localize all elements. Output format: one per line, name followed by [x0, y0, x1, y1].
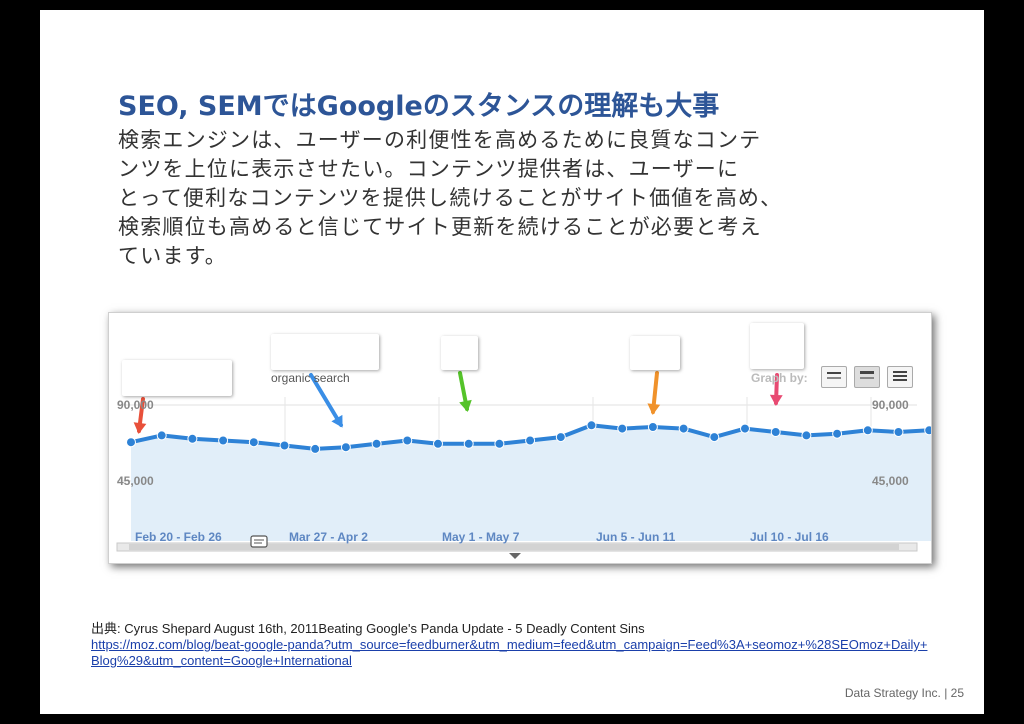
body-line: 検索順位も高めると信じてサイト更新を続けることが必要と考え: [118, 215, 762, 239]
callout-label: Panda 1: [136, 366, 218, 389]
data-point: [862, 425, 873, 436]
series-area: [131, 425, 931, 541]
data-point: [340, 442, 351, 453]
data-point: [402, 435, 413, 446]
callout-label: Panda 2: [284, 340, 366, 363]
callout-arrowhead: [769, 394, 783, 406]
source-link[interactable]: https://moz.com/blog/beat-google-panda?u…: [91, 637, 928, 668]
callout-2-1: 2.1: [441, 336, 478, 370]
legend-label: organic search: [271, 371, 350, 385]
body-line: ンツを上位に表示させたい。コンテンツ提供者は、ユーザーに: [118, 157, 740, 181]
callout-arrowhead: [133, 422, 147, 434]
data-point: [279, 440, 290, 451]
data-point: [893, 427, 904, 437]
callout-2-2: 2.2: [630, 336, 680, 370]
callout-label: 2.2: [640, 341, 670, 364]
data-point: [218, 435, 229, 446]
citation-text: 出典: Cyrus Shepard August 16th, 2011Beati…: [91, 621, 645, 636]
slide-title: SEO, SEMではGoogleのスタンスの理解も大事: [118, 91, 720, 122]
data-point: [187, 433, 198, 444]
scrollbar-thumb: [129, 544, 899, 550]
footer: Data Strategy Inc. | 25: [844, 686, 964, 700]
callout-panda-1: Panda 1: [122, 360, 232, 396]
data-point: [709, 432, 720, 443]
callout-label: 2.1: [444, 341, 475, 364]
callout-panda-2: Panda 2: [271, 334, 379, 370]
graph-by-month-button[interactable]: [887, 366, 913, 388]
series-line: [130, 423, 931, 451]
body-text: 検索エンジンは、ユーザーの利便性を高めるために良質なコンテ ンツを上位に表示させ…: [118, 126, 878, 271]
x-axis-date-label: Jun 5 - Jun 11: [596, 530, 676, 544]
data-point: [525, 435, 536, 446]
graph-by-label: Graph by:: [751, 371, 808, 385]
data-point: [832, 428, 843, 439]
data-point: [678, 423, 689, 434]
x-axis-date-label: Jul 10 - Jul 16: [750, 530, 829, 544]
data-point: [586, 420, 597, 431]
callout-arrowhead: [331, 414, 343, 428]
source-citation: 出典: Cyrus Shepard August 16th, 2011Beati…: [91, 621, 931, 669]
y-axis-label-top-right: 90,000: [872, 398, 909, 412]
data-point: [310, 443, 321, 454]
callout-arrowhead: [647, 403, 661, 415]
data-point: [156, 430, 167, 441]
data-point: [647, 422, 658, 432]
callout-label: 2.3: [762, 334, 792, 357]
y-axis-label-mid-right: 45,000: [872, 474, 909, 488]
data-point: [801, 430, 812, 441]
x-axis-date-label: May 1 - May 7: [442, 530, 520, 544]
data-point: [770, 427, 781, 437]
series-points: [126, 420, 931, 454]
graph-by-day-button[interactable]: [821, 366, 847, 388]
expand-arrow-icon: [509, 553, 521, 559]
body-line: ています。: [118, 244, 227, 268]
slide: SEO, SEMではGoogleのスタンスの理解も大事 検索エンジンは、ユーザー…: [40, 10, 984, 714]
data-point: [463, 438, 474, 449]
data-point: [555, 432, 566, 443]
data-point: [433, 438, 443, 449]
y-axis-label-top-left: 90,000: [117, 398, 154, 412]
data-point: [371, 438, 382, 449]
y-axis-label-mid-left: 45,000: [117, 474, 154, 488]
data-point: [248, 437, 259, 448]
data-point: [617, 423, 628, 434]
body-line: 検索エンジンは、ユーザーの利便性を高めるために良質なコンテ: [118, 128, 762, 152]
annotation-icon: [250, 535, 268, 548]
graph-by-week-button[interactable]: [854, 366, 880, 388]
callout-arrow: [309, 373, 343, 427]
callout-arrows: [133, 371, 783, 434]
body-line: とって便利なコンテンツを提供し続けることがサイト価値を高め、: [118, 186, 783, 210]
chart-canvas: [116, 371, 931, 559]
data-point: [740, 423, 750, 434]
data-point: [924, 425, 931, 436]
x-axis-date-label: Feb 20 - Feb 26: [135, 530, 222, 544]
traffic-chart: 90,000 45,000 90,000 45,000 Feb 20 - Feb…: [108, 312, 932, 564]
callout-2-3: 2.3: [750, 323, 804, 369]
data-point: [126, 437, 136, 448]
callout-arrowhead: [459, 399, 472, 412]
data-point: [494, 438, 505, 449]
x-axis-date-label: Mar 27 - Apr 2: [289, 530, 368, 544]
